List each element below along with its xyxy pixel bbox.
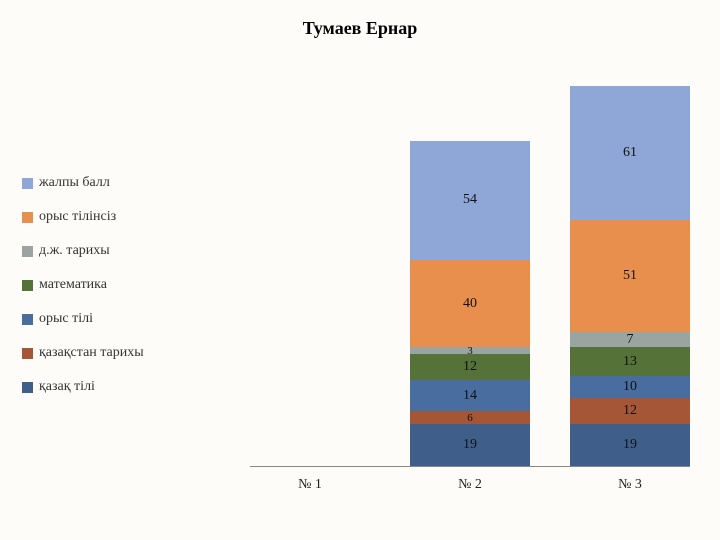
legend-swatch	[22, 246, 33, 257]
legend-label: математика	[39, 277, 107, 293]
bar-segment: 6	[410, 411, 530, 424]
legend-item: орыс тілі	[22, 311, 144, 327]
x-axis-label: № 1	[250, 477, 370, 493]
legend-swatch	[22, 280, 33, 291]
legend-item: қазақ тілі	[22, 379, 144, 395]
legend: жалпы балл орыс тілінсіз д.ж. тарихы матема…	[22, 175, 144, 413]
bar-segment: 12	[410, 354, 530, 380]
bar-segment: 7	[570, 332, 690, 347]
legend-label: д.ж. тарихы	[39, 243, 110, 259]
x-axis: № 1 № 2 № 3	[250, 477, 690, 507]
legend-swatch	[22, 382, 33, 393]
bar-segment: 12	[570, 398, 690, 424]
bar-segment: 54	[410, 141, 530, 260]
bar-segment: 61	[570, 86, 690, 220]
plot-area: 1961412340541912101375161	[250, 67, 690, 467]
legend-swatch	[22, 178, 33, 189]
bar-column: 196141234054	[410, 141, 530, 466]
legend-swatch	[22, 212, 33, 223]
legend-item: қазақстан тарихы	[22, 345, 144, 361]
legend-swatch	[22, 348, 33, 359]
x-axis-label: № 2	[410, 477, 530, 493]
bar-segment: 51	[570, 220, 690, 332]
bar-segment: 19	[570, 424, 690, 466]
x-axis-label: № 3	[570, 477, 690, 493]
bar-segment: 3	[410, 347, 530, 354]
chart-title: Тумаев Ернар	[0, 0, 720, 47]
legend-label: орыс тілі	[39, 311, 93, 327]
legend-label: жалпы балл	[39, 175, 110, 191]
bar-column: 1912101375161	[570, 86, 690, 466]
legend-item: орыс тілінсіз	[22, 209, 144, 225]
bar-segment: 19	[410, 424, 530, 466]
legend-label: орыс тілінсіз	[39, 209, 116, 225]
bar-segment: 40	[410, 260, 530, 348]
chart-area: жалпы балл орыс тілінсіз д.ж. тарихы матема…	[0, 47, 720, 517]
legend-item: жалпы балл	[22, 175, 144, 191]
legend-label: қазақстан тарихы	[39, 345, 144, 361]
legend-label: қазақ тілі	[39, 379, 95, 395]
bar-segment: 14	[410, 380, 530, 411]
legend-swatch	[22, 314, 33, 325]
legend-item: д.ж. тарихы	[22, 243, 144, 259]
bar-segment: 13	[570, 347, 690, 376]
legend-item: математика	[22, 277, 144, 293]
bar-segment: 10	[570, 376, 690, 398]
